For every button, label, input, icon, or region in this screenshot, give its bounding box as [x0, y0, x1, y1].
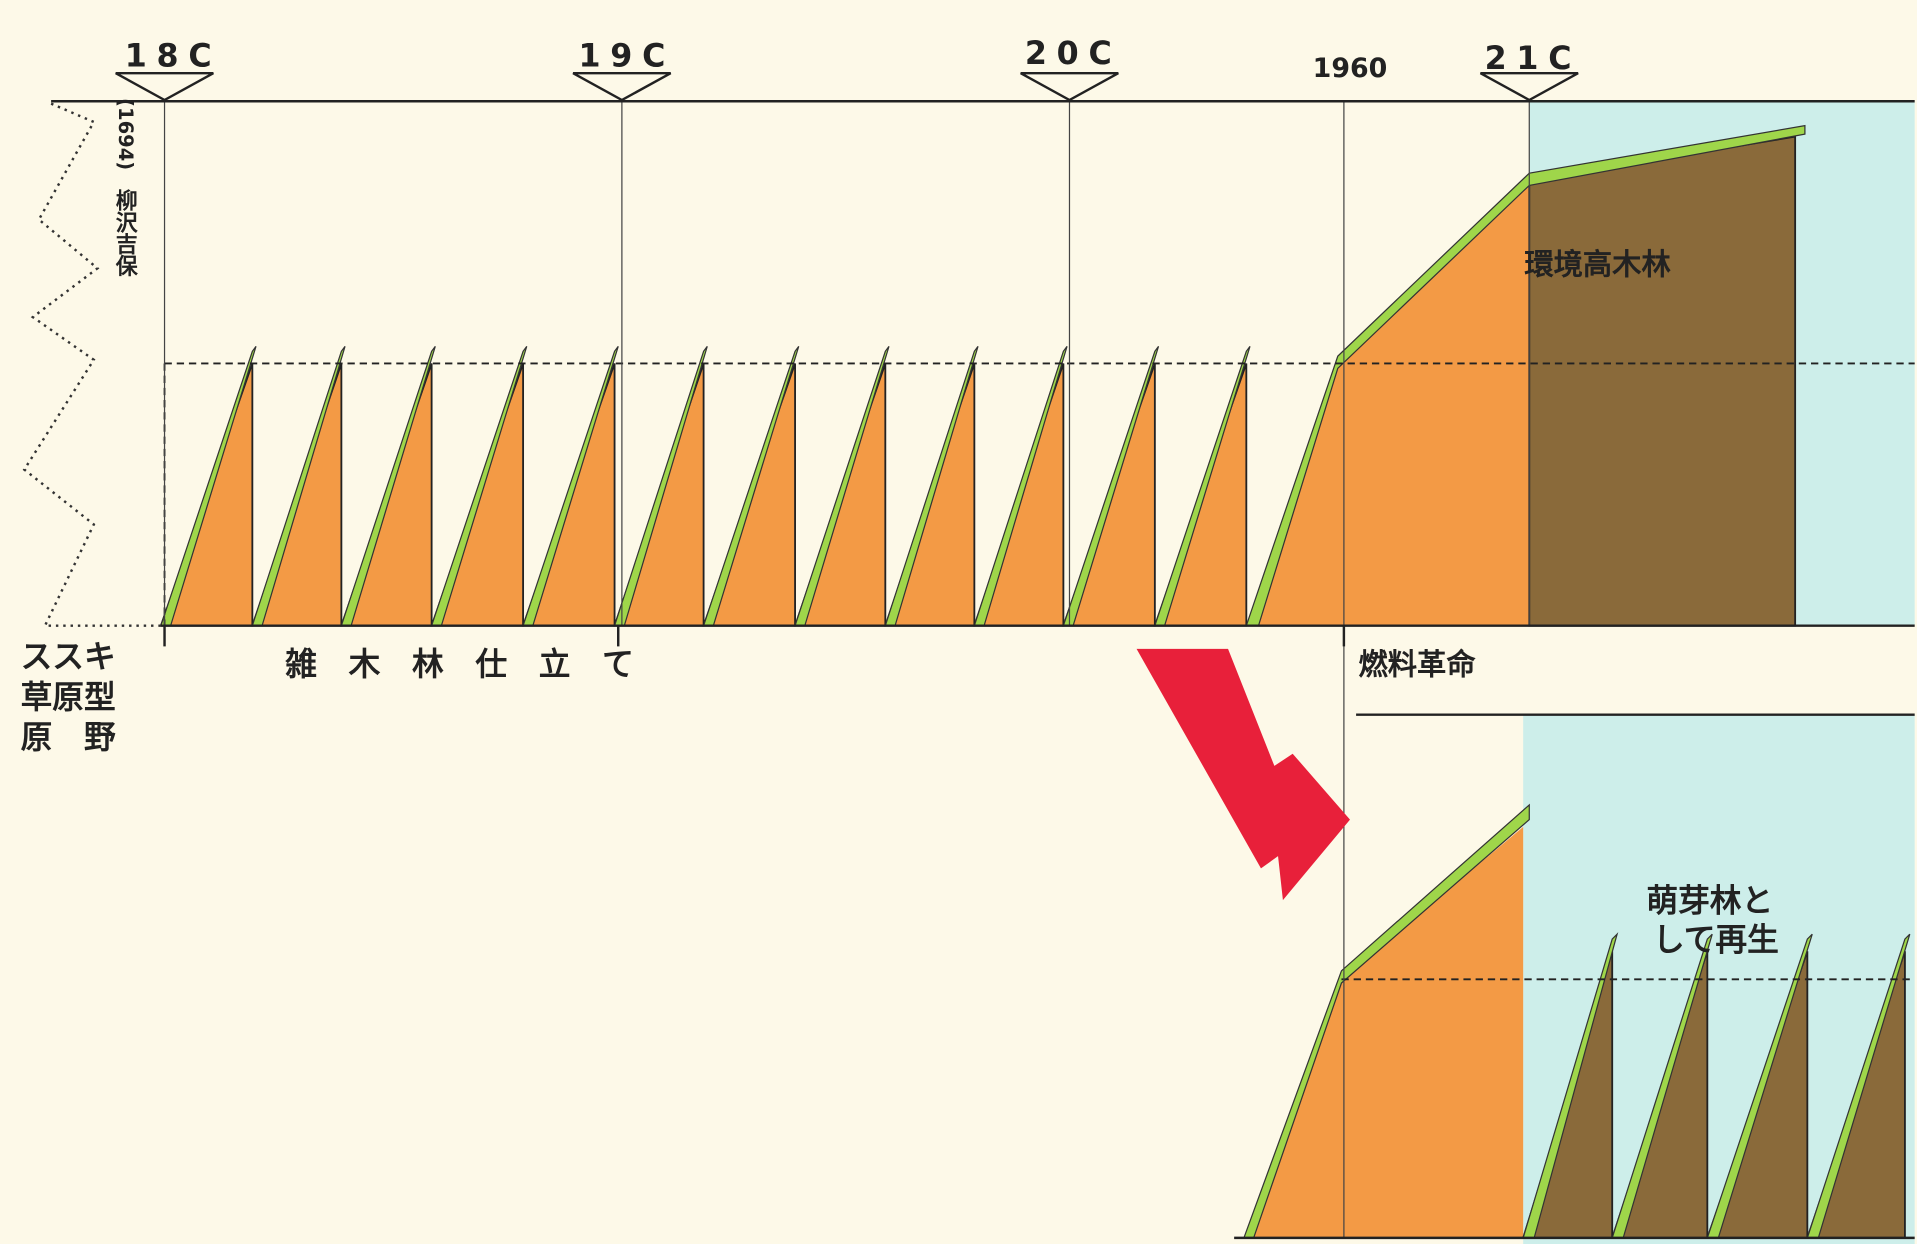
grassland-zigzag: [22, 102, 161, 627]
side-name: 柳沢吉保: [112, 188, 138, 277]
lower-label: 萌芽林と: [1646, 884, 1773, 920]
side-year: (1694): [114, 98, 137, 170]
arrow: [1136, 648, 1350, 901]
growth-strip: [1245, 124, 1806, 627]
phase-coppice: 雑 木 林 仕 立 て: [284, 646, 634, 683]
marker: 19C: [578, 38, 675, 74]
shapes: [115, 71, 1915, 1239]
era-triangle: [115, 71, 214, 102]
lower-growth: [1243, 826, 1524, 1238]
era-triangle: [1479, 71, 1579, 102]
modern-growth: [1246, 180, 1530, 626]
start-label: ススキ: [21, 640, 116, 676]
era-triangle: [1020, 71, 1119, 102]
lower-label: して再生: [1653, 923, 1779, 959]
start-label: 草原型: [21, 680, 116, 716]
marker: 20C: [1025, 36, 1122, 72]
marker: 21C: [1485, 41, 1582, 77]
phase-fuel: 燃料革命: [1359, 647, 1477, 681]
marker: 18C: [125, 38, 222, 74]
start-label: 原 野: [21, 720, 116, 756]
era-triangle: [572, 71, 672, 102]
upper-label: 環境高木林: [1524, 247, 1671, 281]
marker: 1960: [1313, 53, 1388, 84]
tall-forest: [1528, 135, 1797, 627]
